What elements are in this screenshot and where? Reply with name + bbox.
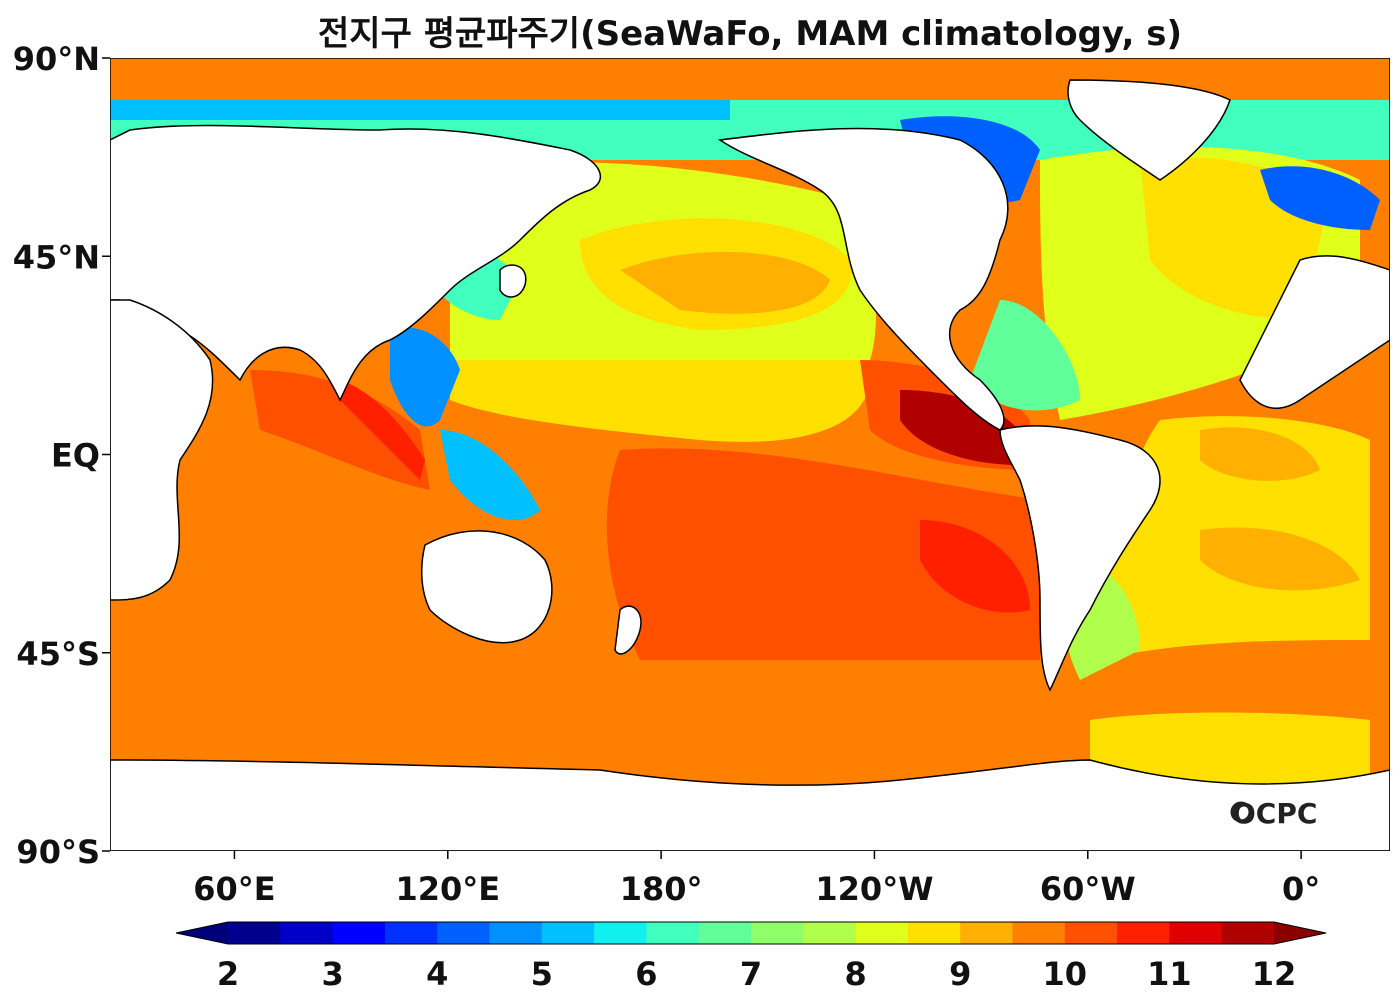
arctic-ocean-edge <box>110 100 730 120</box>
colorbar-tick-label: 5 <box>531 955 553 993</box>
colorbar-segment <box>1117 922 1170 944</box>
colorbar-segment <box>384 922 438 944</box>
caribbean-zone <box>970 300 1080 411</box>
colorbar-tick-label: 2 <box>217 955 239 993</box>
colorbar-segment <box>489 922 543 944</box>
lon-tick-label: 0° <box>1282 870 1320 908</box>
colorbar-outline <box>175 921 1327 945</box>
latitude-labels: 90°N 45°N EQ 45°S 90°S <box>13 40 110 871</box>
colorbar-segment <box>907 922 961 944</box>
south-pacific-zone <box>606 448 1040 694</box>
lat-tick-label: 45°S <box>16 635 100 673</box>
colorbar-over-arrow <box>1274 922 1326 944</box>
lat-tick-label: EQ <box>51 437 100 475</box>
colorbar-tick-label: 12 <box>1252 955 1297 993</box>
ocpc-watermark: OCPC <box>1232 797 1317 830</box>
colorbar-segment <box>1169 922 1223 944</box>
colorbar-segment <box>1012 922 1066 944</box>
colorbar-tick-label: 10 <box>1043 955 1088 993</box>
eurasia <box>110 124 602 402</box>
lat-tick-label: 90°N <box>13 40 100 78</box>
longitude-labels: 60°E 120°E 180° 120°W 60°W 0° <box>193 851 1320 908</box>
south-atlantic-core <box>1200 527 1360 591</box>
colorbar-tick-label: 11 <box>1147 955 1192 993</box>
colorbar <box>175 921 1327 945</box>
colorbar-segment <box>803 922 857 944</box>
lat-tick-label: 90°S <box>16 833 100 871</box>
north-america <box>717 127 1009 431</box>
colorbar-labels: 2 3 4 5 6 7 8 9 10 11 12 <box>217 955 1296 993</box>
weddell-zone <box>1090 712 1370 790</box>
north-pacific-peak <box>620 251 830 314</box>
south-pacific-core <box>920 520 1030 613</box>
colorbar-segment <box>960 922 1013 944</box>
gulf-of-guinea-zone <box>1200 427 1320 481</box>
colorbar-segment <box>280 922 334 944</box>
japan <box>499 264 527 298</box>
colorbar-segment <box>646 922 700 944</box>
lon-tick-label: 60°E <box>193 870 275 908</box>
colorbar-segment <box>437 922 490 944</box>
colorbar-tick-label: 3 <box>321 955 343 993</box>
colorbar-segment <box>1064 922 1118 944</box>
greenland <box>1067 79 1231 181</box>
south-america <box>999 425 1161 692</box>
new-zealand <box>614 605 642 655</box>
east-pacific-peak <box>900 390 1025 465</box>
lat-tick-label: 45°N <box>13 238 100 276</box>
colorbar-tick-label: 7 <box>740 955 762 993</box>
ocpc-logo-icon <box>1230 801 1252 823</box>
africa-west <box>1239 255 1390 410</box>
lon-tick-label: 120°W <box>815 870 933 908</box>
colorbar-segment <box>594 922 647 944</box>
australia <box>420 530 553 644</box>
colorbar-segment <box>541 922 595 944</box>
map-title: 전지구 평균파주기(SeaWaFo, MAM climatology, s) <box>318 14 1182 54</box>
ocpc-logo <box>1230 801 1252 823</box>
lon-tick-label: 60°W <box>1040 870 1136 908</box>
colorbar-segment <box>751 922 804 944</box>
lon-tick-label: 180° <box>620 870 703 908</box>
andaman-zone <box>340 380 425 480</box>
colorbar-segment <box>1221 922 1275 944</box>
bay-of-bengal-zone <box>250 370 430 490</box>
colorbar-segment <box>855 922 909 944</box>
indonesian-seas <box>440 430 540 520</box>
south-china-sea <box>390 327 460 427</box>
map-area <box>110 58 1390 851</box>
colorbar-tick-label: 8 <box>844 955 866 993</box>
colorbar-segment <box>698 922 752 944</box>
colorbar-tick-label: 4 <box>426 955 448 993</box>
africa <box>110 299 214 601</box>
colorbar-under-arrow <box>176 922 228 944</box>
colorbar-tick-label: 6 <box>635 955 657 993</box>
antarctica <box>110 759 1390 851</box>
lon-tick-label: 120°E <box>395 870 500 908</box>
west-pacific-zone <box>450 360 872 442</box>
colorbar-segment <box>332 922 386 944</box>
colorbar-tick-label: 9 <box>949 955 971 993</box>
colorbar-segment <box>228 922 281 944</box>
land-masses <box>110 79 1390 851</box>
north-sea-baltic <box>1260 166 1380 230</box>
